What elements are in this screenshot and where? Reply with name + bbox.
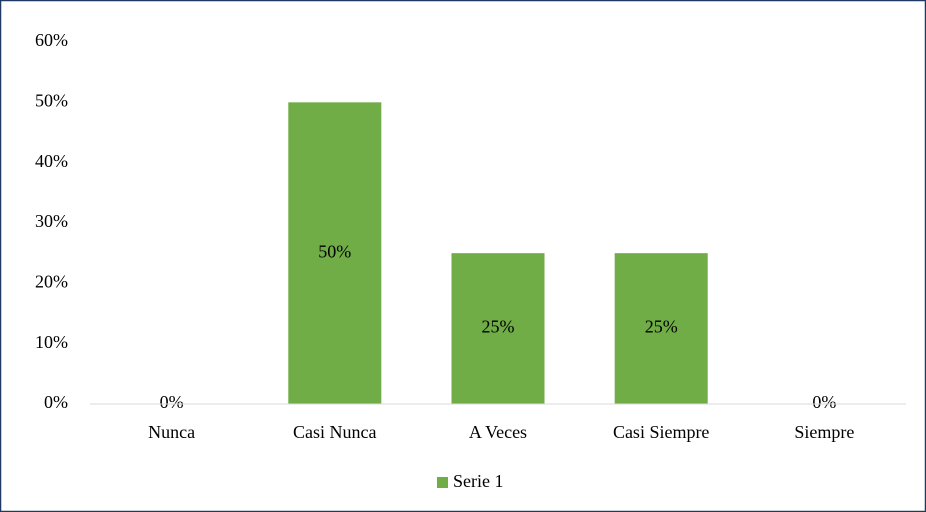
bar	[288, 102, 382, 404]
data-label: 25%	[645, 317, 678, 337]
data-label: 0%	[160, 392, 184, 412]
y-tick-label: 20%	[35, 271, 68, 291]
bar	[451, 253, 545, 404]
y-tick-label: 40%	[35, 151, 68, 171]
bar	[614, 253, 708, 404]
x-tick-label: Siempre	[794, 422, 854, 442]
data-label: 25%	[482, 317, 515, 337]
data-label: 0%	[812, 392, 836, 412]
x-tick-label: Casi Siempre	[613, 422, 710, 442]
x-tick-label: A Veces	[469, 422, 527, 442]
y-tick-label: 60%	[35, 30, 68, 50]
y-tick-label: 30%	[35, 211, 68, 231]
y-tick-label: 10%	[35, 332, 68, 352]
y-tick-label: 0%	[44, 392, 68, 412]
x-tick-label: Casi Nunca	[293, 422, 376, 442]
data-label: 50%	[318, 241, 351, 261]
y-tick-label: 50%	[35, 90, 68, 110]
legend-swatch	[437, 477, 448, 488]
x-tick-label: Nunca	[148, 422, 195, 442]
legend-label: Serie 1	[453, 471, 503, 491]
